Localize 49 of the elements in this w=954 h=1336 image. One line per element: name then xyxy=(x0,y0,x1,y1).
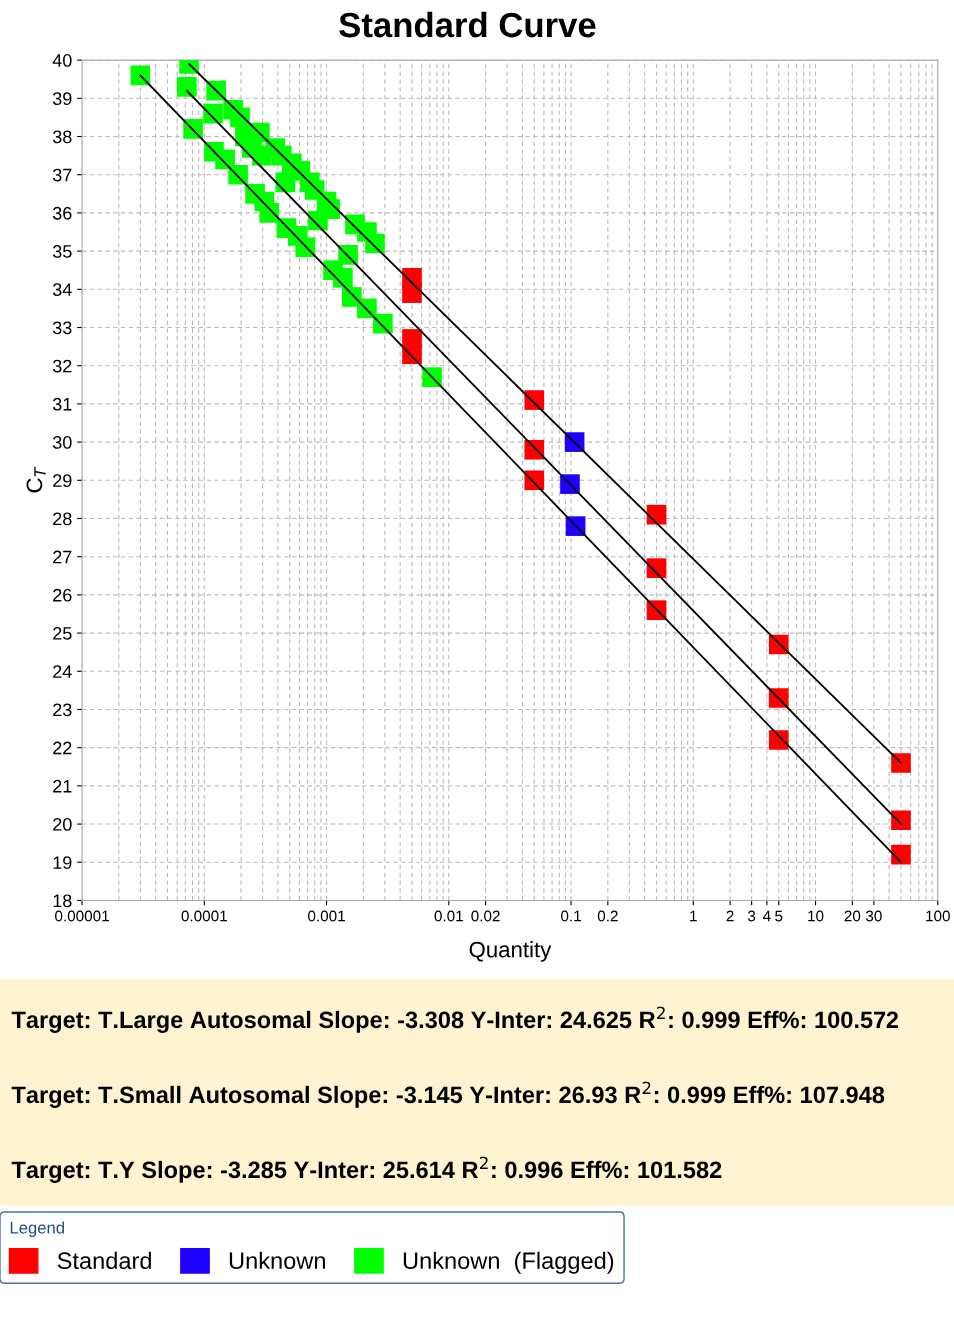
x-tick-label: 0.001 xyxy=(308,910,345,922)
y-tick-label: 20 xyxy=(53,818,72,831)
x-tick-label: 4 xyxy=(762,910,771,922)
y-tick-label: 32 xyxy=(52,359,72,373)
y-tick-label: 27 xyxy=(53,550,72,564)
y-tick-label: 18 xyxy=(53,894,72,908)
y-tick-label: 25 xyxy=(53,627,72,640)
x-tick-label: 5 xyxy=(775,910,783,922)
x-tick-label: 0.1 xyxy=(561,910,581,922)
y-tick-label: 34 xyxy=(52,283,72,297)
x-tick-label: 0.00001 xyxy=(55,910,109,922)
y-tick-label: 37 xyxy=(52,168,72,182)
y-tick-label: 21 xyxy=(53,779,72,793)
x-axis-title: Quantity xyxy=(469,941,552,962)
x-tick-label: 0.2 xyxy=(597,910,618,922)
legend-title: Legend xyxy=(10,1221,64,1237)
text: Target: T.Y Slope: -3.285 Y-Inter: 25.614 R$^{2}$: 0.996 Eff%: 101.582 xyxy=(11,1156,722,1183)
legend-label: Standard xyxy=(57,1251,151,1270)
legend-label: Unknown (Flagged) xyxy=(403,1251,614,1274)
y-tick-label: 22 xyxy=(53,741,72,755)
y-tick-label: 24 xyxy=(53,665,72,678)
y-tick-label: 19 xyxy=(53,856,72,869)
y-tick-label: 39 xyxy=(52,92,72,106)
x-tick-label: 1 xyxy=(690,910,697,922)
text: Target: T.Small Autosomal Slope: -3.145 Y-Inter: 26.93 R$^{2}$: 0.999 Eff%: 107.948 xyxy=(11,1081,885,1108)
y-tick-label: 33 xyxy=(52,321,72,335)
y-axis-title: C$_{T}$ xyxy=(26,466,46,493)
x-tick-label: 100 xyxy=(926,910,950,922)
chart-title: Standard Curve xyxy=(339,11,596,38)
x-tick-label: 2 xyxy=(726,910,734,922)
y-tick-label: 35 xyxy=(52,245,72,258)
legend-label: Unknown xyxy=(229,1251,325,1270)
y-tick-label: 31 xyxy=(52,397,72,411)
y-tick-label: 23 xyxy=(53,703,72,717)
y-tick-label: 36 xyxy=(52,206,72,220)
x-tick-label: 20 xyxy=(844,910,861,922)
y-tick-label: 30 xyxy=(52,436,72,449)
y-tick-label: 26 xyxy=(53,588,72,602)
x-tick-label: 10 xyxy=(808,910,824,922)
y-tick-label: 28 xyxy=(53,512,72,526)
x-tick-label: 0.0001 xyxy=(181,910,227,922)
y-tick-label: 38 xyxy=(52,130,72,144)
y-tick-label: 29 xyxy=(53,474,72,488)
x-tick-label: 0.01 xyxy=(434,910,463,922)
x-tick-label: 30 xyxy=(865,910,882,922)
text: Target: T.Large Autosomal Slope: -3.308 Y-Inter: 24.625 R$^{2}$: 0.999 Eff%: 100.572 xyxy=(11,1006,898,1033)
x-tick-label: 3 xyxy=(747,910,756,922)
x-tick-label: 0.02 xyxy=(471,910,500,922)
y-tick-label: 40 xyxy=(52,54,72,67)
